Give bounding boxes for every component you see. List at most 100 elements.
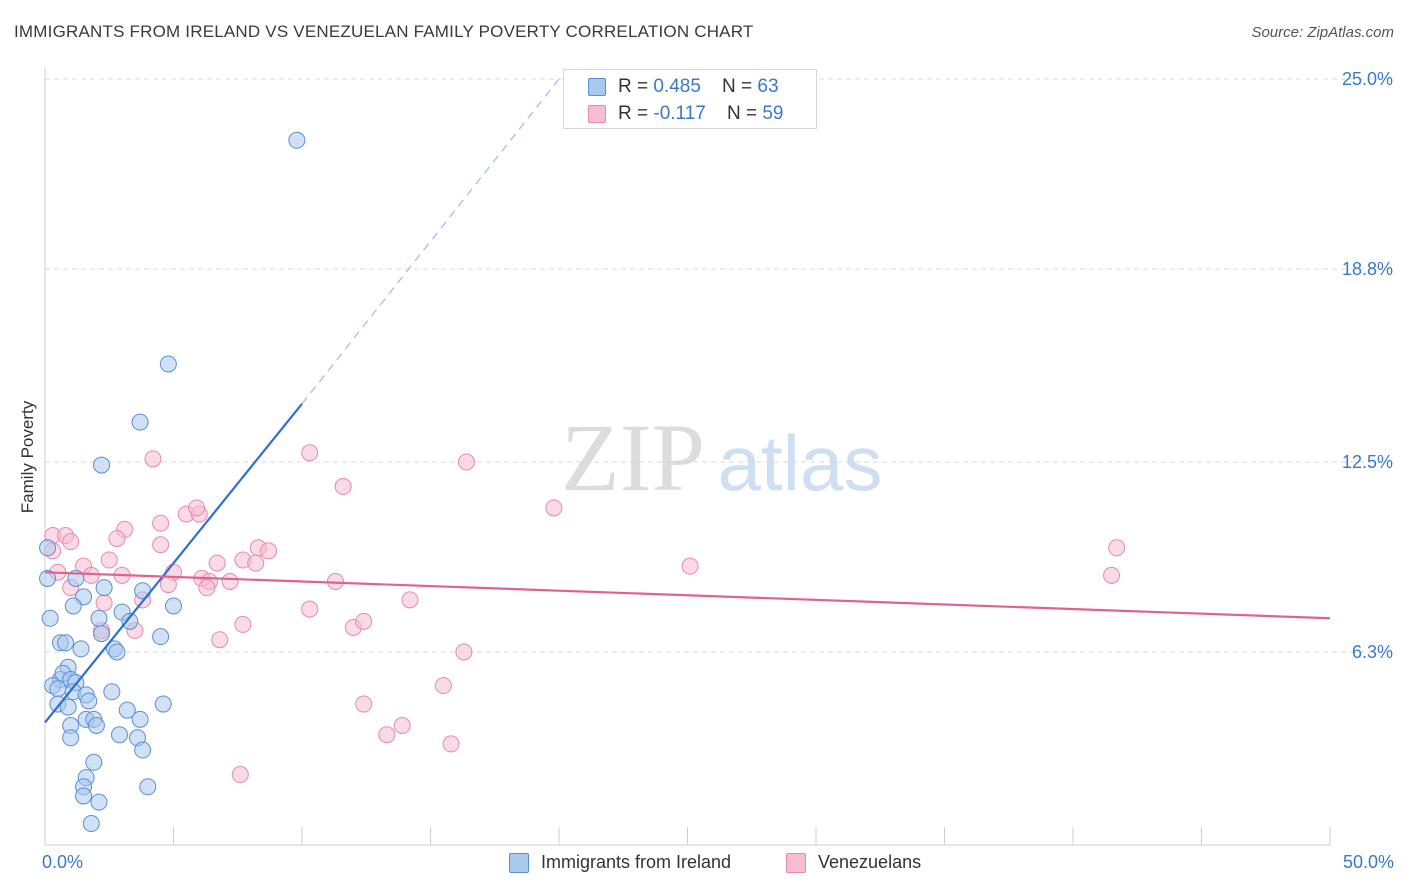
- venezuelans-point: [82, 566, 100, 584]
- venezuelans-point: [152, 514, 170, 532]
- venezuelans-trend-line: [44, 571, 1331, 620]
- n-label: N =: [722, 76, 758, 97]
- venezuelans-point: [455, 643, 473, 661]
- y-tick-label: 12.5%: [1342, 452, 1393, 472]
- venezuelans-point: [100, 551, 118, 569]
- ireland-point: [93, 625, 111, 643]
- r-value-ireland: 0.485: [653, 76, 701, 97]
- venezuelans-point: [144, 450, 162, 468]
- ireland-swatch: [588, 78, 606, 96]
- ireland-point: [62, 729, 80, 747]
- venezuelans-point: [62, 533, 80, 551]
- venezuelans-point: [355, 612, 373, 630]
- ireland-point: [93, 456, 111, 474]
- venezuelans-point: [221, 572, 239, 590]
- venezuelans-point: [108, 530, 126, 548]
- legend-label-venezuelans: Venezuelans: [818, 852, 922, 872]
- venezuelans-point: [234, 615, 252, 633]
- ireland-point: [90, 609, 108, 627]
- venezuelans-point: [95, 594, 113, 612]
- ireland-point: [64, 597, 82, 615]
- watermark-atlas: atlas: [718, 419, 883, 507]
- legend-item-venezuelans[interactable]: Venezuelans: [786, 852, 921, 873]
- y-tick-label: 18.8%: [1342, 259, 1393, 279]
- source-label: Source: ZipAtlas.com: [1251, 24, 1394, 41]
- x-tick-label-max: 50.0%: [1342, 852, 1394, 872]
- ireland-point: [134, 741, 152, 759]
- venezuelans-point: [1103, 566, 1121, 584]
- venezuelans-point: [1108, 539, 1126, 557]
- venezuelans-swatch: [588, 105, 606, 123]
- ireland-point: [121, 612, 139, 630]
- venezuelans-point: [434, 677, 452, 695]
- ireland-trend-line: [44, 403, 303, 724]
- venezuelans-point: [457, 453, 475, 471]
- legend-item-ireland[interactable]: Immigrants from Ireland: [509, 852, 731, 873]
- venezuelans-point: [681, 557, 699, 575]
- venezuelans-point: [231, 766, 249, 784]
- ireland-point: [103, 683, 121, 701]
- venezuelans-point: [159, 576, 177, 594]
- venezuelans-point: [260, 542, 278, 560]
- ireland-point: [288, 131, 306, 149]
- venezuelans-point: [545, 499, 563, 517]
- ireland-trend-extension: [301, 78, 560, 405]
- venezuelans-point: [334, 478, 352, 496]
- ireland-points: [39, 131, 306, 833]
- ireland-point: [159, 355, 177, 373]
- n-value-ireland: 63: [757, 76, 779, 97]
- r-value-venezuelans: -0.117: [653, 103, 706, 124]
- ireland-point: [108, 643, 126, 661]
- ireland-point: [165, 597, 182, 615]
- ireland-point: [131, 710, 149, 728]
- stats-row-ireland: R = 0.485 N = 63: [564, 74, 779, 100]
- ireland-point: [49, 680, 67, 698]
- ireland-legend-swatch: [509, 852, 529, 873]
- ireland-point: [95, 579, 113, 597]
- venezuelans-points: [44, 444, 1126, 784]
- watermark-zip: ZIP: [561, 404, 705, 511]
- series-legend: Immigrants from Ireland Venezuelans: [0, 850, 1406, 878]
- venezuelans-legend-swatch: [786, 852, 806, 873]
- y-tick-label: 6.3%: [1352, 642, 1393, 662]
- ireland-point: [39, 539, 57, 557]
- venezuelans-point: [401, 591, 419, 609]
- venezuelans-point: [301, 600, 319, 618]
- axes-layer: [44, 68, 1331, 846]
- ireland-point: [75, 787, 93, 805]
- watermark: ZIP atlas: [561, 404, 882, 511]
- ireland-point: [59, 698, 77, 716]
- ireland-point: [90, 793, 108, 811]
- venezuelans-point: [442, 735, 460, 753]
- ireland-point: [111, 726, 129, 744]
- ireland-point: [80, 692, 98, 710]
- r-label: R =: [618, 103, 654, 124]
- venezuelans-point: [152, 536, 170, 554]
- r-label: R =: [618, 76, 654, 97]
- n-value-venezuelans: 59: [762, 103, 784, 124]
- ireland-point: [87, 717, 105, 735]
- ireland-point: [152, 628, 170, 646]
- chart-title: IMMIGRANTS FROM IRELAND VS VENEZUELAN FA…: [14, 22, 754, 41]
- y-tick-label: 25.0%: [1342, 69, 1393, 89]
- venezuelans-point: [188, 499, 206, 517]
- ireland-point: [154, 695, 172, 713]
- venezuelans-point: [247, 554, 265, 572]
- ireland-point: [39, 569, 57, 587]
- venezuelans-point: [211, 631, 229, 649]
- venezuelans-point: [198, 579, 216, 597]
- venezuelans-point: [355, 695, 373, 713]
- venezuelans-point: [301, 444, 319, 462]
- ireland-point: [139, 778, 157, 796]
- y-tick-labels: 6.3% 12.5% 18.8% 25.0%: [1342, 69, 1393, 662]
- stats-legend: R = 0.485 N = 63 R = -0.117 N = 59: [563, 69, 817, 129]
- venezuelans-point: [378, 726, 396, 744]
- ireland-point: [72, 640, 90, 658]
- ireland-point: [118, 701, 136, 719]
- n-label: N =: [726, 103, 763, 124]
- x-tick-label-min: 0.0%: [42, 852, 84, 872]
- ireland-point: [131, 413, 149, 431]
- ireland-point: [134, 582, 152, 600]
- legend-label-ireland: Immigrants from Ireland: [541, 852, 732, 872]
